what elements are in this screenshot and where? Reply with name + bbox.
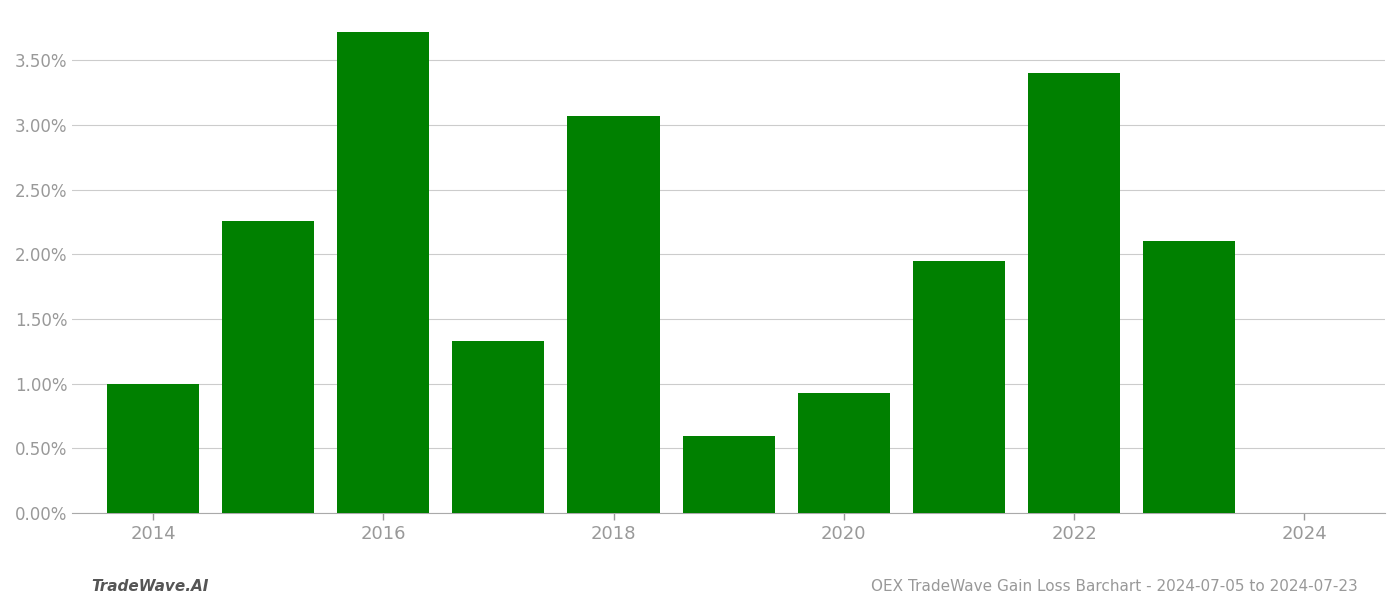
Bar [106,384,199,513]
Bar [913,261,1005,513]
Bar [1144,241,1235,513]
Bar [798,393,890,513]
Bar [337,32,430,513]
Bar [1028,73,1120,513]
Bar [567,116,659,513]
Text: TradeWave.AI: TradeWave.AI [91,579,209,594]
Text: OEX TradeWave Gain Loss Barchart - 2024-07-05 to 2024-07-23: OEX TradeWave Gain Loss Barchart - 2024-… [871,579,1358,594]
Bar [223,221,314,513]
Bar [452,341,545,513]
Bar [683,436,774,513]
